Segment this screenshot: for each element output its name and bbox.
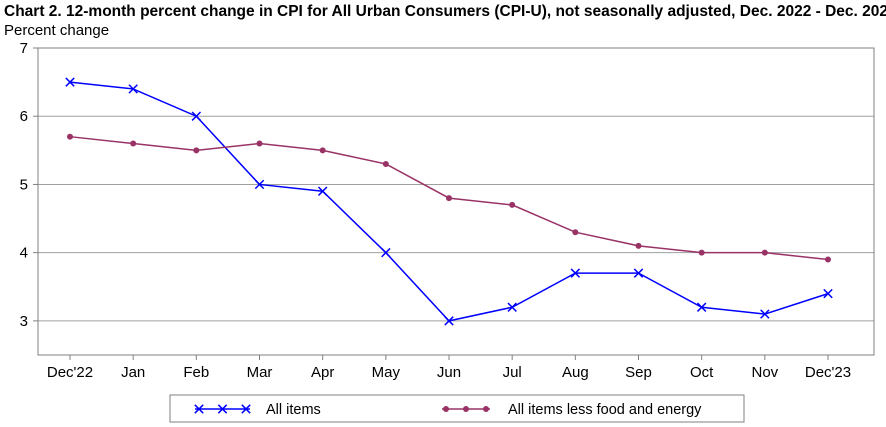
legend-marker-all-items-stroke-b <box>217 404 228 414</box>
legend-marker-all-items <box>241 404 251 414</box>
data-point-all-items-stroke-b <box>760 309 770 319</box>
data-point-all-items-stroke-b <box>381 247 391 258</box>
y-axis-ticks: 3 4 5 6 7 <box>20 40 28 330</box>
data-point-core <box>635 242 642 249</box>
legend-marker-all-items-stroke-b <box>194 404 204 414</box>
legend-label-core: All items less food and energy <box>508 402 702 418</box>
data-point-all-items-stroke-b <box>696 302 707 312</box>
data-point-core <box>193 147 200 154</box>
y-tick-label: 7 <box>20 40 28 57</box>
data-point-all-items-stroke-b <box>444 316 454 326</box>
data-point-core <box>446 195 452 202</box>
data-point-all-items-stroke-b <box>191 111 202 121</box>
x-tick-label: Jan <box>121 364 145 381</box>
data-point-core <box>825 256 831 263</box>
legend-marker-core <box>443 406 449 412</box>
plot-area-border <box>37 47 875 356</box>
data-point-core <box>130 140 137 147</box>
data-point-all-items-stroke-b <box>823 288 833 299</box>
gridlines <box>33 47 874 322</box>
series-lines <box>65 77 833 326</box>
x-tick-label: Aug <box>562 364 589 381</box>
x-tick-label: Nov <box>751 364 778 381</box>
y-axis-label: Percent change <box>4 22 110 39</box>
data-point-core <box>67 133 73 140</box>
legend: All items All items less food and energy <box>169 394 745 423</box>
data-point-all-items <box>633 268 644 278</box>
data-point-all-items <box>760 309 770 319</box>
x-tick-label: Jul <box>503 364 522 381</box>
x-tick-label: May <box>372 364 401 381</box>
data-point-all-items <box>65 77 75 87</box>
x-tick-label: Apr <box>311 364 334 381</box>
legend-marker-all-items-stroke-b <box>241 404 251 414</box>
data-point-all-items <box>570 268 581 278</box>
data-point-core <box>256 140 263 147</box>
data-point-all-items <box>444 316 454 326</box>
data-point-all-items-stroke-b <box>317 186 328 196</box>
data-point-all-items <box>128 84 138 94</box>
data-point-all-items <box>381 247 391 258</box>
data-point-core <box>509 201 516 208</box>
data-point-all-items <box>254 179 265 190</box>
chart-title: Chart 2. 12-month percent change in CPI … <box>4 3 886 20</box>
legend-marker-core <box>483 406 489 412</box>
x-tick-label: Dec'22 <box>47 364 93 381</box>
data-point-all-items-stroke-b <box>65 77 75 87</box>
x-tick-label: Oct <box>690 364 714 381</box>
data-point-all-items-stroke-b <box>570 268 581 278</box>
data-point-all-items <box>507 302 517 312</box>
data-point-all-items-stroke-b <box>633 268 644 278</box>
y-tick-label: 3 <box>20 313 28 330</box>
data-point-core <box>761 249 768 256</box>
legend-marker-all-items <box>217 404 228 414</box>
y-tick-label: 4 <box>20 245 28 262</box>
data-point-core <box>572 229 579 236</box>
legend-marker-all-items <box>194 404 204 414</box>
x-tick-label: Dec'23 <box>805 364 851 381</box>
y-tick-label: 6 <box>20 108 28 125</box>
x-tick-label: Feb <box>183 364 209 381</box>
legend-marker-core <box>463 406 469 412</box>
legend-label-all-items: All items <box>266 402 321 418</box>
y-tick-label: 5 <box>20 176 28 193</box>
data-point-all-items <box>823 288 833 299</box>
data-point-core <box>698 249 705 256</box>
x-axis-ticks: Dec'22 Jan Feb Mar Apr May Jun Jul Aug Sep Oct Nov D… <box>47 355 851 381</box>
x-tick-label: Jun <box>437 364 461 381</box>
data-point-all-items-stroke-b <box>128 84 138 94</box>
data-point-all-items-stroke-b <box>254 179 265 190</box>
data-point-all-items-stroke-b <box>507 302 517 312</box>
data-point-all-items <box>317 186 328 196</box>
x-tick-label: Mar <box>247 364 273 381</box>
data-point-core <box>382 160 389 167</box>
data-point-all-items <box>696 302 707 312</box>
x-tick-label: Sep <box>625 364 652 381</box>
data-point-all-items <box>191 111 202 121</box>
data-point-core <box>319 147 326 154</box>
series-line-all-items <box>69 81 829 322</box>
